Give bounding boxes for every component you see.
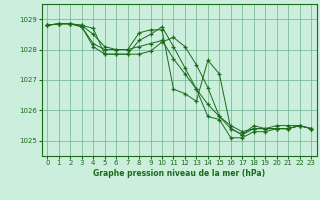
X-axis label: Graphe pression niveau de la mer (hPa): Graphe pression niveau de la mer (hPa) [93,169,265,178]
